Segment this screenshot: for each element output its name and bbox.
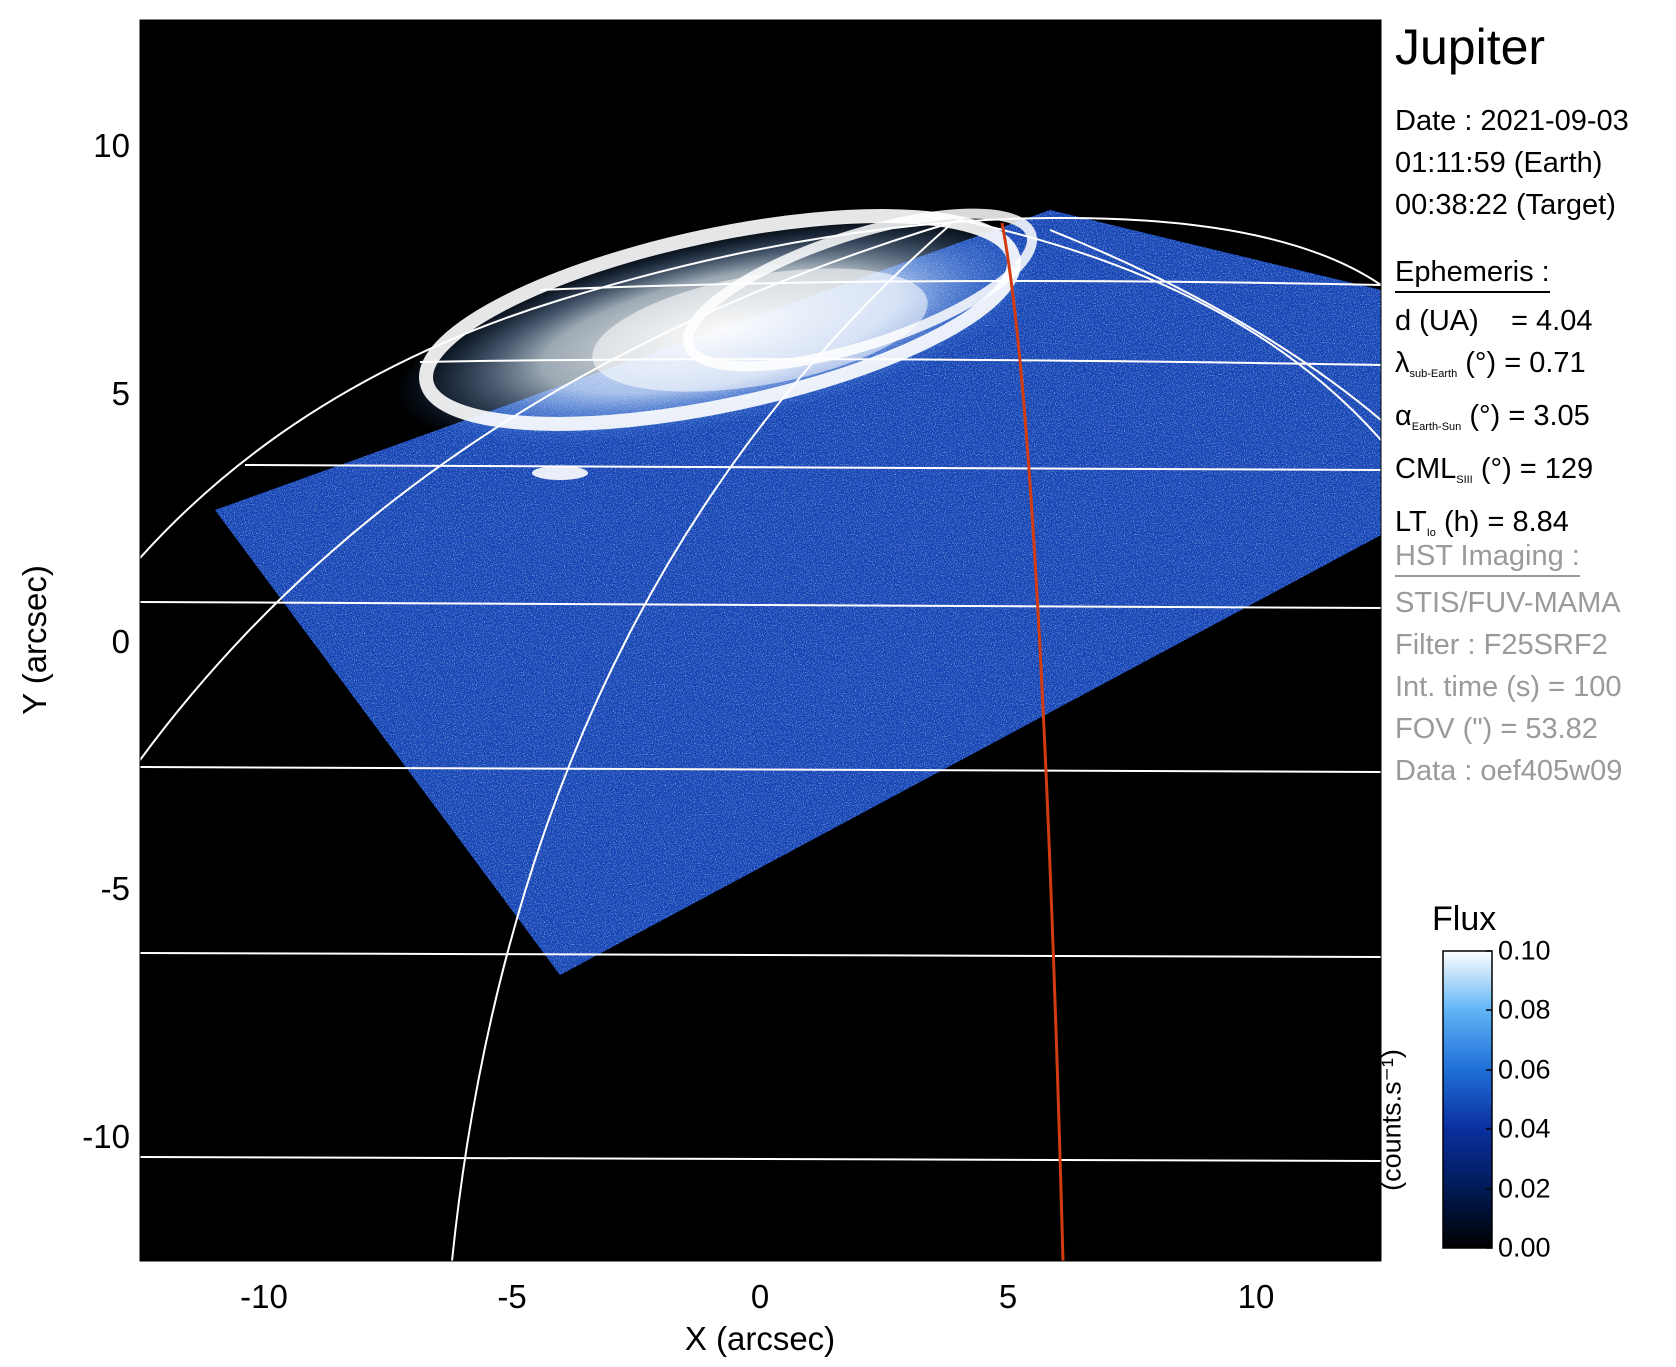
ephemeris-heading: Ephemeris : [1395, 256, 1550, 293]
y-tick-labels: 10 5 0 -5 -10 [82, 127, 130, 1155]
cml-row: CMLSIII (°) = 129 [1395, 453, 1594, 486]
y-tick-label: -5 [101, 870, 130, 907]
coordinate-grid [140, 216, 1381, 1261]
auroral-oval [396, 208, 1044, 480]
hst-heading: HST Imaging : [1395, 540, 1580, 577]
integration-time: Int. time (s) = 100 [1395, 671, 1622, 703]
colorbar-unit: (counts.s⁻¹) [1376, 1049, 1407, 1191]
local-time-io-row: LTIo (h) = 8.84 [1395, 506, 1569, 539]
meridian-line [1000, 222, 1065, 1261]
instrument: STIS/FUV-MAMA [1395, 587, 1621, 619]
y-tick-label: 5 [112, 375, 130, 412]
x-tick-label: -10 [240, 1278, 288, 1315]
y-tick-label: -10 [82, 1118, 130, 1155]
colorbar-ticks [1486, 950, 1492, 1249]
y-tick-label: 0 [112, 623, 130, 660]
colorbar-tick-label: 0.02 [1498, 1173, 1551, 1204]
y-axis-label: Y (arcsec) [16, 565, 53, 715]
hst-info-list: STIS/FUV-MAMA Filter : F25SRF2 Int. time… [1395, 582, 1622, 792]
observation-date: Date : 2021-09-03 [1395, 105, 1629, 137]
planet-title: Jupiter [1395, 19, 1546, 75]
x-tick-label: 5 [999, 1278, 1017, 1315]
filter: Filter : F25SRF2 [1395, 629, 1608, 661]
phase-angle-row: αEarth-Sun (°) = 3.05 [1395, 400, 1590, 433]
colorbar-tick-label: 0.00 [1498, 1232, 1551, 1263]
colorbar [1442, 950, 1493, 1249]
colorbar-tick-label: 0.08 [1498, 994, 1551, 1025]
colorbar-tick-label: 0.10 [1498, 935, 1551, 966]
colorbar-title: Flux [1432, 900, 1497, 938]
colorbar-tick-label: 0.04 [1498, 1113, 1551, 1144]
sub-earth-latitude-row: λsub-Earth (°) = 0.71 [1395, 347, 1586, 380]
date-block: Date : 2021-09-03 01:11:59 (Earth) 00:38… [1395, 100, 1629, 226]
x-tick-labels: -10 -5 0 5 10 [240, 1278, 1274, 1315]
colorbar-tick-label: 0.06 [1498, 1054, 1551, 1085]
data-id: Data : oef405w09 [1395, 755, 1623, 787]
earth-time: 01:11:59 (Earth) [1395, 147, 1603, 179]
y-tick-label: 10 [93, 127, 130, 164]
target-time: 00:38:22 (Target) [1395, 189, 1616, 221]
x-tick-label: -5 [497, 1278, 526, 1315]
distance-row: d (UA) = 4.04 [1395, 305, 1593, 337]
x-tick-label: 10 [1238, 1278, 1275, 1315]
x-axis-label: X (arcsec) [685, 1320, 835, 1357]
axes-frame [139, 19, 1382, 1262]
x-tick-label: 0 [751, 1278, 769, 1315]
ephemeris-list: d (UA) = 4.04 λsub-Earth (°) = 0.71 αEar… [1395, 300, 1593, 554]
field-of-view: FOV (") = 53.82 [1395, 713, 1598, 745]
